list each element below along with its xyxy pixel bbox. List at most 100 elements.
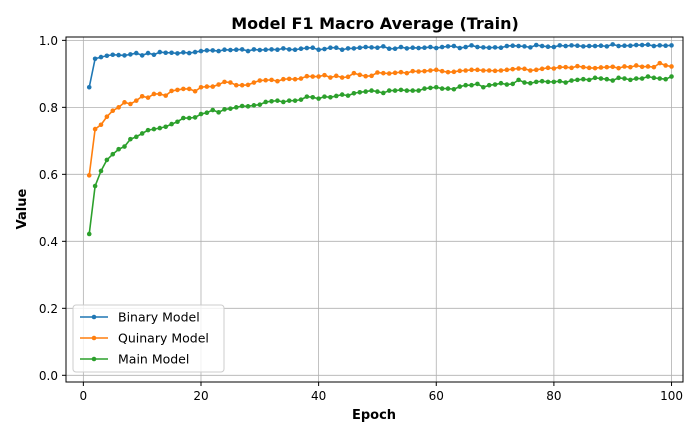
data-point xyxy=(645,64,651,69)
data-point xyxy=(622,43,627,49)
data-point xyxy=(104,157,110,163)
x-tick-label: 80 xyxy=(546,389,561,403)
data-point xyxy=(581,44,586,49)
data-point xyxy=(422,86,427,91)
data-point xyxy=(539,78,545,84)
data-point xyxy=(375,70,380,75)
data-point xyxy=(610,78,616,83)
data-point xyxy=(228,80,233,85)
data-point xyxy=(228,106,233,111)
data-point xyxy=(639,42,645,48)
data-point xyxy=(469,43,474,48)
data-point xyxy=(245,48,251,54)
data-point xyxy=(604,64,610,70)
data-point xyxy=(122,53,127,58)
data-point xyxy=(222,107,227,112)
data-point xyxy=(163,50,168,56)
y-tick-label: 0.4 xyxy=(39,235,58,249)
data-point xyxy=(639,76,645,81)
data-point xyxy=(528,80,533,86)
data-point xyxy=(581,76,586,82)
data-point xyxy=(410,88,416,93)
data-point xyxy=(157,91,163,97)
data-point xyxy=(586,65,592,71)
data-point xyxy=(563,64,568,70)
data-point xyxy=(569,65,574,71)
data-point xyxy=(492,68,498,74)
data-point xyxy=(357,45,363,51)
data-point xyxy=(416,88,421,93)
data-point xyxy=(651,43,657,49)
data-point xyxy=(192,88,198,94)
data-point xyxy=(504,43,510,49)
data-point xyxy=(104,53,110,59)
data-point xyxy=(469,82,474,88)
data-point xyxy=(451,86,457,92)
data-point xyxy=(275,47,280,53)
data-point xyxy=(169,121,174,127)
data-point xyxy=(145,95,151,100)
data-point xyxy=(351,46,357,51)
data-point xyxy=(169,88,174,94)
data-point xyxy=(216,48,221,54)
data-point xyxy=(557,43,563,48)
data-point xyxy=(104,114,110,120)
data-point xyxy=(610,64,616,70)
data-point xyxy=(422,45,427,51)
data-point xyxy=(145,50,151,56)
data-point xyxy=(516,66,521,71)
data-point xyxy=(175,119,180,125)
data-point xyxy=(186,86,192,92)
data-point xyxy=(645,74,651,79)
legend-label: Quinary Model xyxy=(118,331,209,346)
data-point xyxy=(398,44,404,50)
data-point xyxy=(598,76,604,81)
data-point xyxy=(363,89,368,94)
data-point xyxy=(257,102,263,107)
data-point xyxy=(439,44,445,50)
data-point xyxy=(128,101,133,107)
data-point xyxy=(333,93,339,99)
data-point xyxy=(175,51,180,56)
data-point xyxy=(651,64,657,70)
data-point xyxy=(463,44,468,50)
y-tick-label: 0.2 xyxy=(39,302,58,316)
data-point xyxy=(339,75,345,80)
data-point xyxy=(328,45,333,51)
data-point xyxy=(439,86,445,91)
data-point xyxy=(569,43,574,48)
data-point xyxy=(198,84,204,90)
data-point xyxy=(322,72,327,78)
data-point xyxy=(181,50,186,55)
data-point xyxy=(204,48,210,53)
data-point xyxy=(369,45,374,50)
data-point xyxy=(386,88,392,93)
data-point xyxy=(657,76,663,81)
data-point xyxy=(298,76,304,81)
data-point xyxy=(651,75,657,81)
data-point xyxy=(328,75,333,80)
x-tick-label: 60 xyxy=(429,389,444,403)
legend-swatch-marker xyxy=(91,356,97,362)
y-axis-label: Value xyxy=(15,188,30,229)
data-point xyxy=(339,47,345,53)
x-tick-label: 100 xyxy=(660,389,683,403)
data-point xyxy=(533,42,539,48)
data-point xyxy=(128,136,133,142)
data-point xyxy=(433,45,439,51)
data-point xyxy=(222,79,227,85)
data-point xyxy=(486,45,492,51)
data-point xyxy=(281,46,286,51)
data-point xyxy=(133,50,139,56)
y-tick-label: 0.8 xyxy=(39,101,58,115)
data-point xyxy=(292,76,298,82)
data-point xyxy=(510,43,516,49)
data-point xyxy=(233,82,239,88)
data-point xyxy=(151,126,157,132)
legend: Binary Model Quinary Model Main Model xyxy=(72,304,225,373)
y-tick-label: 0.0 xyxy=(39,369,58,383)
data-point xyxy=(110,151,116,157)
data-point xyxy=(351,90,357,96)
legend-item-quinary-model: Quinary Model xyxy=(80,331,209,346)
